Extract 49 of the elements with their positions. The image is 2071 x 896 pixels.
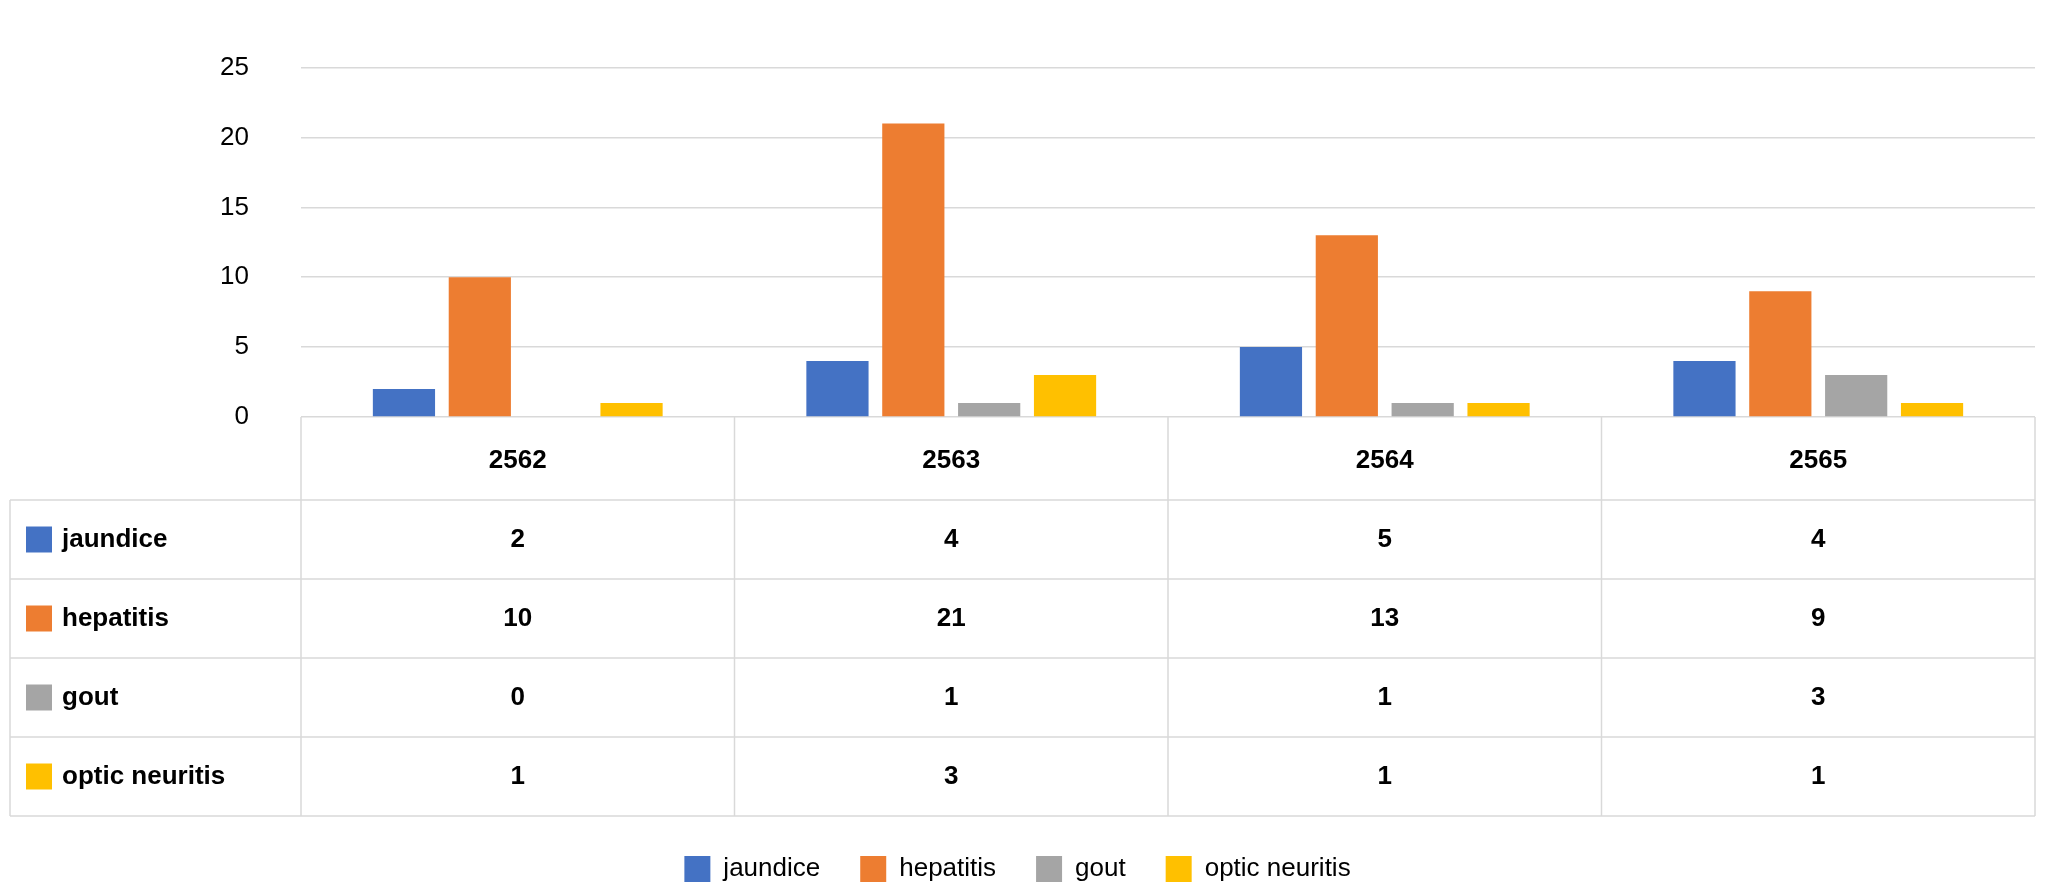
x-tick-label: 2565 [1789,443,1848,474]
bar [1033,375,1097,417]
data-label: 3 [1811,680,1826,711]
data-label: 0 [510,680,525,711]
y-tick-label: 25 [220,50,249,81]
text: gout [62,680,119,711]
data-label: 9 [1811,601,1826,632]
text: optic neuritis [62,759,226,790]
legend-label: gout [1075,852,1127,883]
bar [882,123,945,417]
data-label: 1 [1377,759,1392,790]
data-label: 4 [1811,522,1827,553]
data-label: 1 [1377,680,1392,711]
data-label: 21 [936,601,966,632]
x-tick-label: 2562 [488,443,547,474]
text: hepatitis [899,852,997,883]
legend-label: hepatitis [62,601,169,632]
data-label: 13 [1370,601,1400,632]
data-label: 5 [1377,522,1392,553]
y-tick-label: 10 [220,260,249,291]
bar [600,403,663,417]
bar [958,403,1021,417]
bar [448,277,511,417]
bar [1749,291,1812,417]
legend-label: optic neuritis [1204,852,1351,883]
data-label: 1 [1811,759,1826,790]
text: jaundice [723,852,821,883]
y-tick-label: 15 [220,190,249,221]
x-tick-label: 2564 [1355,443,1415,474]
bar [1825,375,1888,417]
data-label: 10 [503,601,533,632]
bar [806,361,869,417]
x-tick-label: 2563 [922,443,981,474]
data-label: 4 [944,522,960,553]
bar [1467,403,1530,417]
data-label: 3 [944,759,959,790]
y-tick-label: 5 [234,330,249,361]
y-tick-label: 20 [220,120,249,151]
bar [1900,403,1964,417]
bar [1239,347,1303,417]
bar [1315,235,1378,417]
data-label: 1 [944,680,959,711]
legend-label: jaundice [61,522,168,553]
bar [1673,361,1736,417]
bar [372,389,436,417]
data-label: 2 [510,522,525,553]
data-label: 1 [510,759,525,790]
y-tick-label: 0 [234,400,249,431]
bar [1391,403,1454,417]
